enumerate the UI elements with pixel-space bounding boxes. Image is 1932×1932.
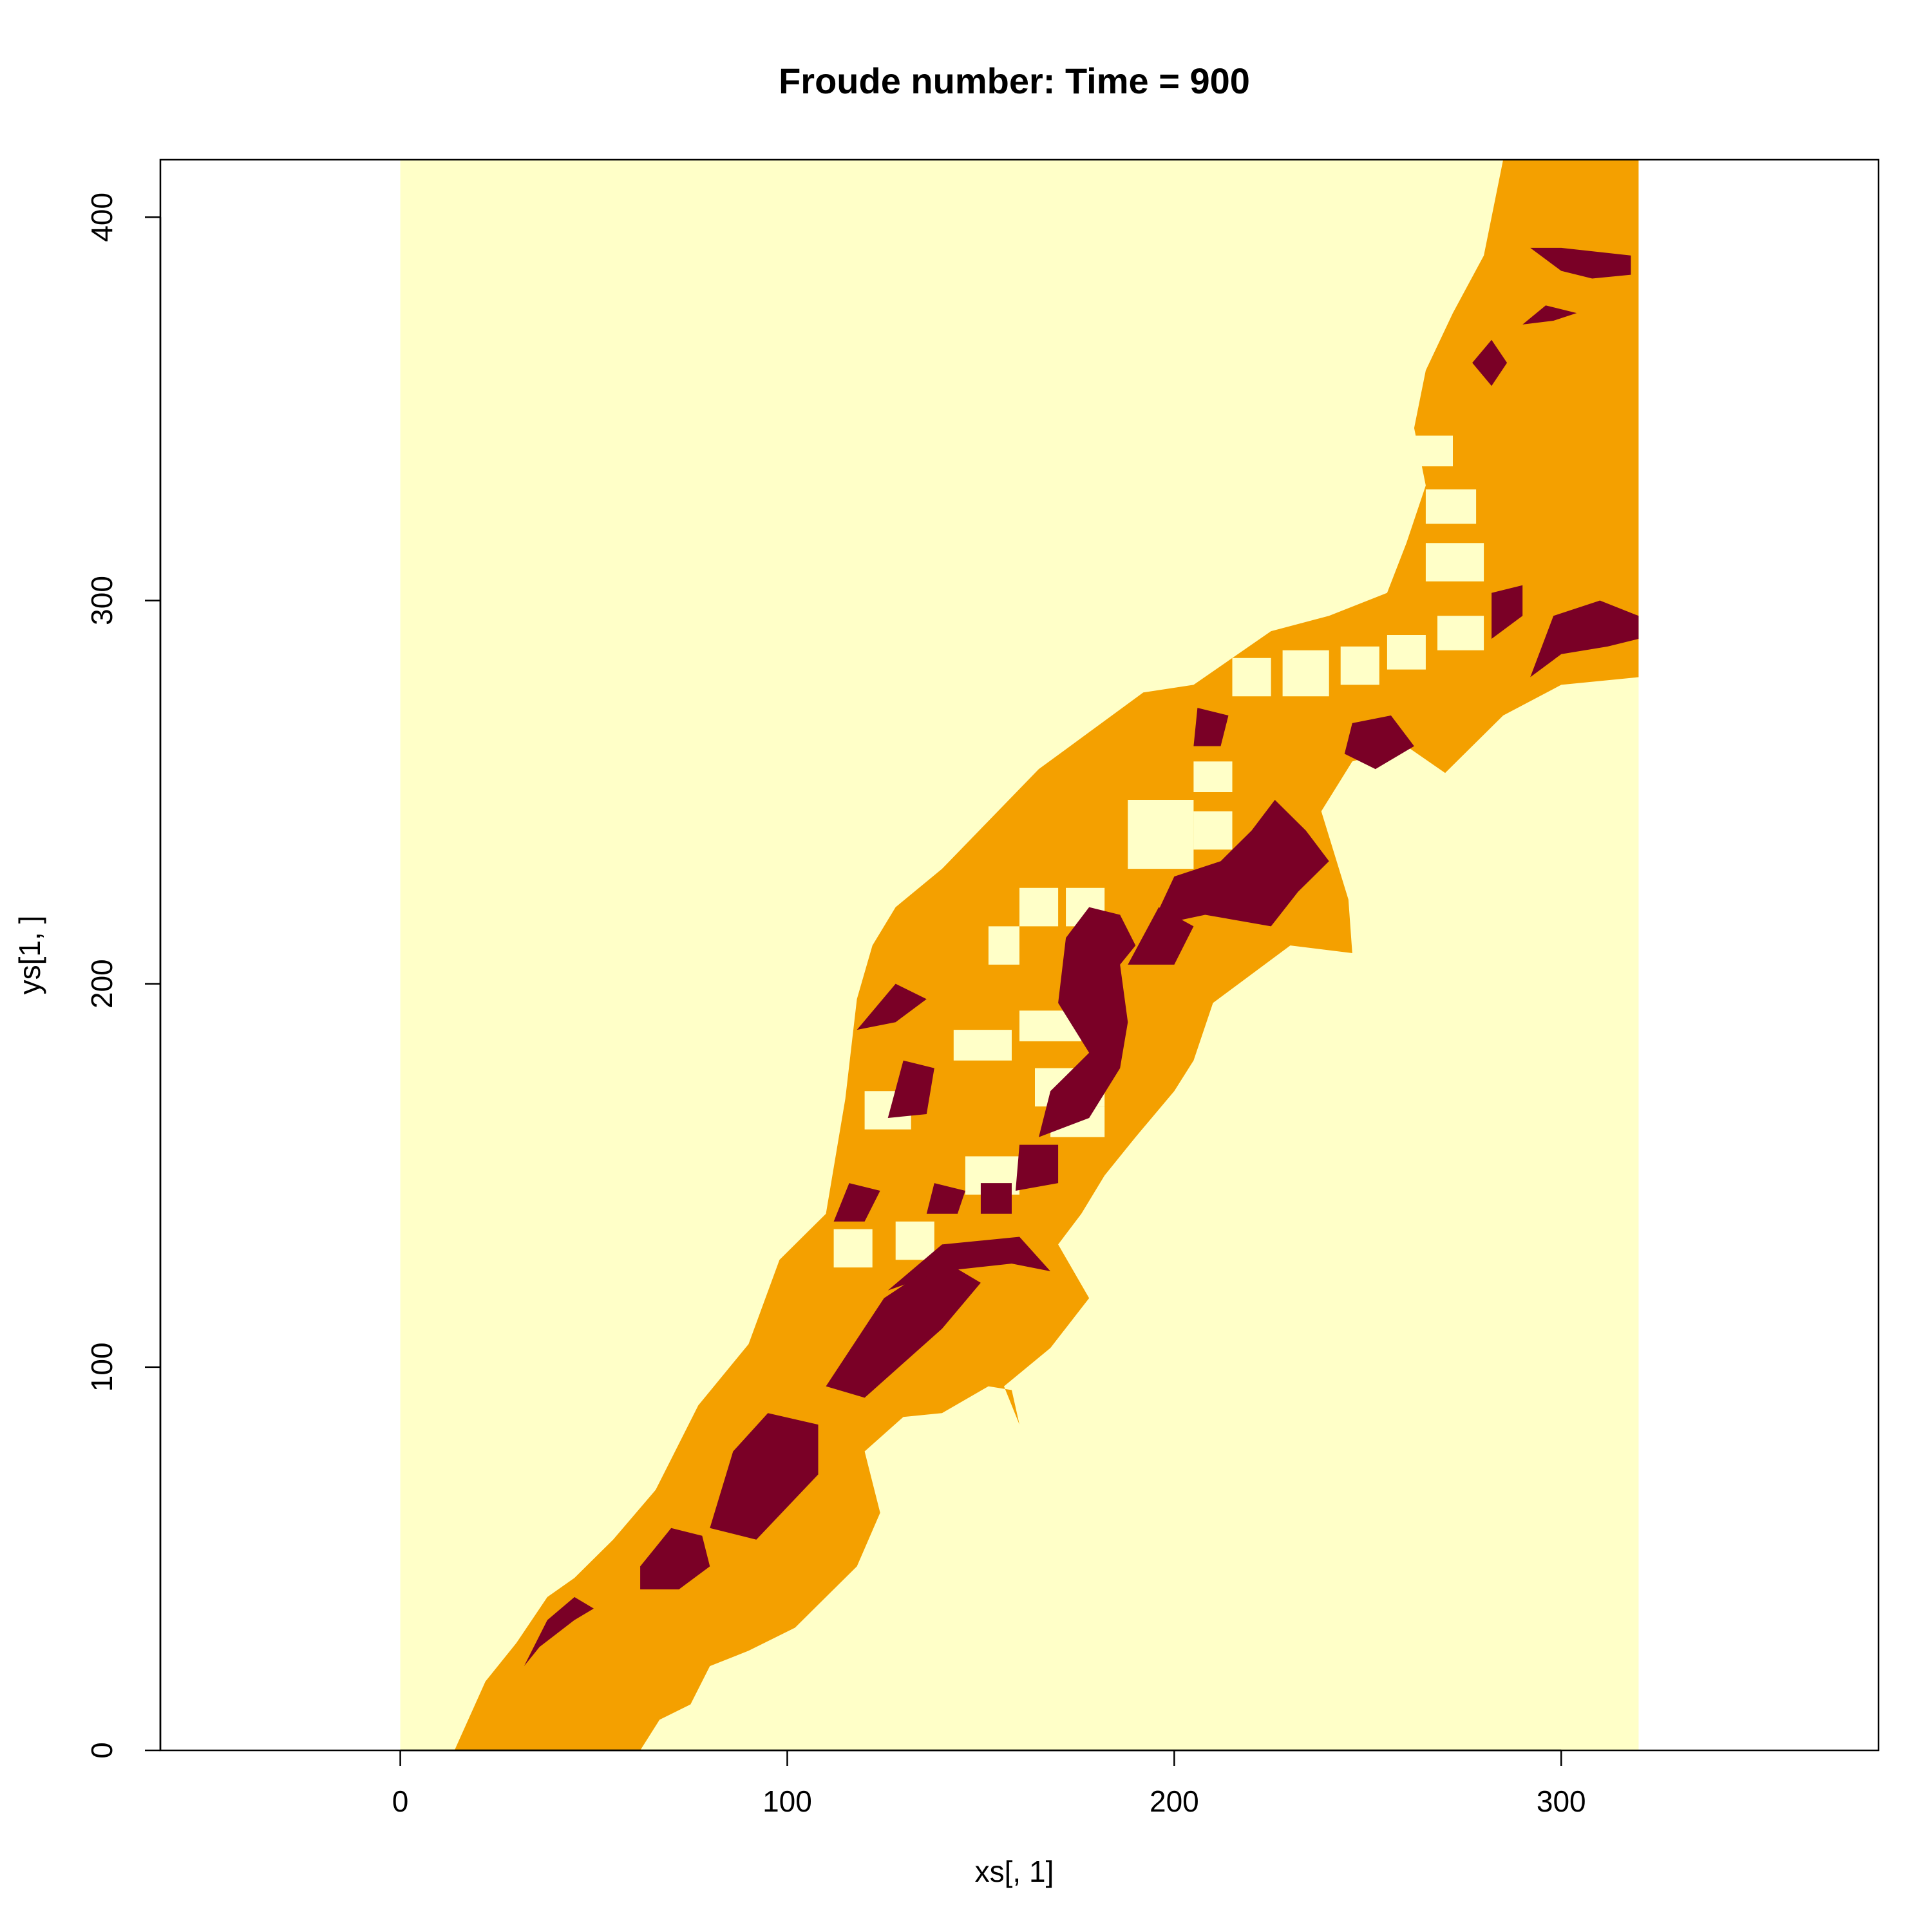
- x-tick-label: 300: [1537, 1785, 1586, 1818]
- x-axis-label: xs[, 1]: [975, 1855, 1054, 1888]
- x-tick-label: 0: [392, 1785, 409, 1818]
- chart-title: Froude number: Time = 900: [779, 61, 1250, 101]
- block-region: [834, 1229, 873, 1268]
- block-region: [1193, 811, 1232, 850]
- x-tick-label: 200: [1150, 1785, 1199, 1818]
- block-region: [1283, 650, 1329, 697]
- block-region: [1128, 800, 1193, 869]
- block-region: [989, 926, 1019, 965]
- y-tick-label: 0: [85, 1742, 118, 1759]
- y-axis: 0 100 200 300 400: [85, 193, 160, 1759]
- y-tick-label: 400: [85, 193, 118, 242]
- y-tick-label: 200: [85, 959, 118, 1009]
- block-region: [1437, 616, 1484, 650]
- block-region: [1387, 635, 1426, 670]
- y-tick-label: 300: [85, 576, 118, 625]
- hotspot-region: [981, 1183, 1012, 1214]
- x-axis: 0 100 200 300: [392, 1750, 1586, 1818]
- block-region: [1193, 761, 1232, 792]
- hotspot-region: [1016, 1145, 1058, 1191]
- block-region: [1426, 543, 1484, 582]
- block-region: [1019, 888, 1058, 927]
- x-tick-label: 100: [762, 1785, 812, 1818]
- block-region: [896, 1222, 934, 1260]
- block-region: [1233, 658, 1271, 697]
- y-axis-label: ys[1, ]: [13, 916, 46, 995]
- block-region: [1426, 489, 1476, 524]
- block-region: [1406, 436, 1453, 467]
- block-region: [1341, 647, 1379, 685]
- block-region: [954, 1030, 1012, 1061]
- y-tick-label: 100: [85, 1342, 118, 1392]
- froude-raster: [401, 160, 1639, 1750]
